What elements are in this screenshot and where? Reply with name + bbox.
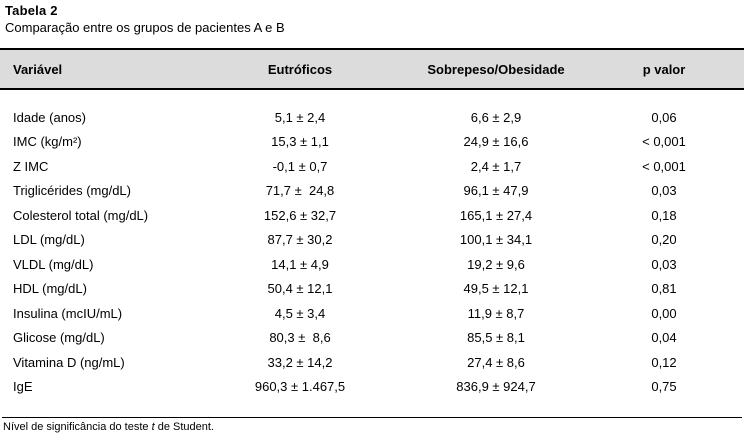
sobrepeso-cell: 2,4 ± 1,7 [470, 158, 522, 174]
table-row: Vitamina D (ng/mL) 33,2 ± 14,2 27,4 ± 8,… [0, 350, 744, 375]
eutroficos-cell: 87,7 ± 30,2 [267, 232, 333, 248]
variable-cell: Z IMC [13, 158, 49, 174]
eutroficos-cell: 4,5 ± 3,4 [274, 305, 326, 321]
eutroficos-cell: 80,3 ± 8,6 [269, 330, 331, 346]
sobrepeso-cell: 85,5 ± 8,1 [467, 330, 525, 346]
table-footnote: Nível de significância do teste t de Stu… [3, 421, 214, 433]
sobrepeso-cell: 11,9 ± 8,7 [467, 305, 525, 321]
table-row: IgE 960,3 ± 1.467,5 836,9 ± 924,7 0,75 [0, 375, 744, 400]
p-value-cell: 0,75 [651, 379, 677, 395]
table-subtitle: Comparação entre os grupos de pacientes … [5, 20, 285, 35]
sobrepeso-cell: 27,4 ± 8,6 [467, 354, 525, 370]
table-bottom-rule [2, 417, 742, 418]
variable-cell: IMC (kg/m²) [13, 134, 82, 150]
eutroficos-cell: 14,1 ± 4,9 [271, 256, 329, 272]
column-header-variavel: Variável [13, 61, 63, 77]
p-value-cell: 0,18 [651, 207, 677, 223]
table-header-row: Variável Eutróficos Sobrepeso/Obesidade … [0, 48, 744, 90]
table-row: Colesterol total (mg/dL) 152,6 ± 32,7 16… [0, 203, 744, 228]
eutroficos-cell: 15,3 ± 1,1 [271, 134, 329, 150]
column-header-eutroficos: Eutróficos [267, 61, 333, 77]
variable-cell: Vitamina D (ng/mL) [13, 354, 125, 370]
variable-cell: Insulina (mcIU/mL) [13, 305, 123, 321]
table-row: Idade (anos) 5,1 ± 2,4 6,6 ± 2,9 0,06 [0, 105, 744, 130]
sobrepeso-cell: 836,9 ± 924,7 [456, 379, 536, 395]
sobrepeso-cell: 6,6 ± 2,9 [470, 109, 522, 125]
eutroficos-cell: 152,6 ± 32,7 [263, 207, 337, 223]
eutroficos-cell: 50,4 ± 12,1 [267, 281, 333, 297]
variable-cell: Colesterol total (mg/dL) [13, 207, 149, 223]
table-row: VLDL (mg/dL) 14,1 ± 4,9 19,2 ± 9,6 0,03 [0, 252, 744, 277]
eutroficos-cell: 5,1 ± 2,4 [274, 109, 326, 125]
eutroficos-cell: -0,1 ± 0,7 [272, 158, 328, 174]
variable-cell: IgE [13, 379, 33, 395]
p-value-cell: 0,06 [651, 109, 677, 125]
table-row: LDL (mg/dL) 87,7 ± 30,2 100,1 ± 34,1 0,2… [0, 228, 744, 253]
p-value-cell: 0,04 [651, 330, 677, 346]
p-value-cell: 0,20 [651, 232, 677, 248]
p-value-cell: 0,03 [651, 256, 677, 272]
table-row: Glicose (mg/dL) 80,3 ± 8,6 85,5 ± 8,1 0,… [0, 326, 744, 351]
table-title: Tabela 2 [5, 3, 58, 18]
eutroficos-cell: 33,2 ± 14,2 [267, 354, 333, 370]
column-header-p-valor: p valor [642, 61, 686, 77]
sobrepeso-cell: 49,5 ± 12,1 [463, 281, 529, 297]
sobrepeso-cell: 19,2 ± 9,6 [467, 256, 525, 272]
eutroficos-cell: 71,7 ± 24,8 [265, 183, 335, 199]
variable-cell: VLDL (mg/dL) [13, 256, 94, 272]
p-value-cell: < 0,001 [642, 158, 686, 174]
variable-cell: HDL (mg/dL) [13, 281, 87, 297]
footnote-suffix: de Student. [154, 421, 214, 433]
eutroficos-cell: 960,3 ± 1.467,5 [254, 379, 346, 395]
p-value-cell: 0,00 [651, 305, 677, 321]
variable-cell: Triglicérides (mg/dL) [13, 183, 131, 199]
p-value-cell: 0,81 [651, 281, 677, 297]
variable-cell: Idade (anos) [13, 109, 86, 125]
table-row: Insulina (mcIU/mL) 4,5 ± 3,4 11,9 ± 8,7 … [0, 301, 744, 326]
p-value-cell: < 0,001 [642, 134, 686, 150]
table-row: IMC (kg/m²) 15,3 ± 1,1 24,9 ± 16,6 < 0,0… [0, 130, 744, 155]
table-row: Z IMC -0,1 ± 0,7 2,4 ± 1,7 < 0,001 [0, 154, 744, 179]
footnote-prefix: Nível de significância do teste [3, 421, 152, 433]
p-value-cell: 0,12 [651, 354, 677, 370]
sobrepeso-cell: 100,1 ± 34,1 [459, 232, 533, 248]
p-value-cell: 0,03 [651, 183, 677, 199]
table-row: HDL (mg/dL) 50,4 ± 12,1 49,5 ± 12,1 0,81 [0, 277, 744, 302]
footnote-italic-term: t [151, 421, 155, 433]
sobrepeso-cell: 24,9 ± 16,6 [463, 134, 529, 150]
column-header-sobrepeso-obesidade: Sobrepeso/Obesidade [427, 61, 565, 77]
sobrepeso-cell: 165,1 ± 27,4 [459, 207, 533, 223]
variable-cell: LDL (mg/dL) [13, 232, 85, 248]
variable-cell: Glicose (mg/dL) [13, 330, 105, 346]
table-row: Triglicérides (mg/dL) 71,7 ± 24,8 96,1 ±… [0, 179, 744, 204]
sobrepeso-cell: 96,1 ± 47,9 [463, 183, 529, 199]
table-body: Idade (anos) 5,1 ± 2,4 6,6 ± 2,9 0,06 IM… [0, 90, 744, 399]
